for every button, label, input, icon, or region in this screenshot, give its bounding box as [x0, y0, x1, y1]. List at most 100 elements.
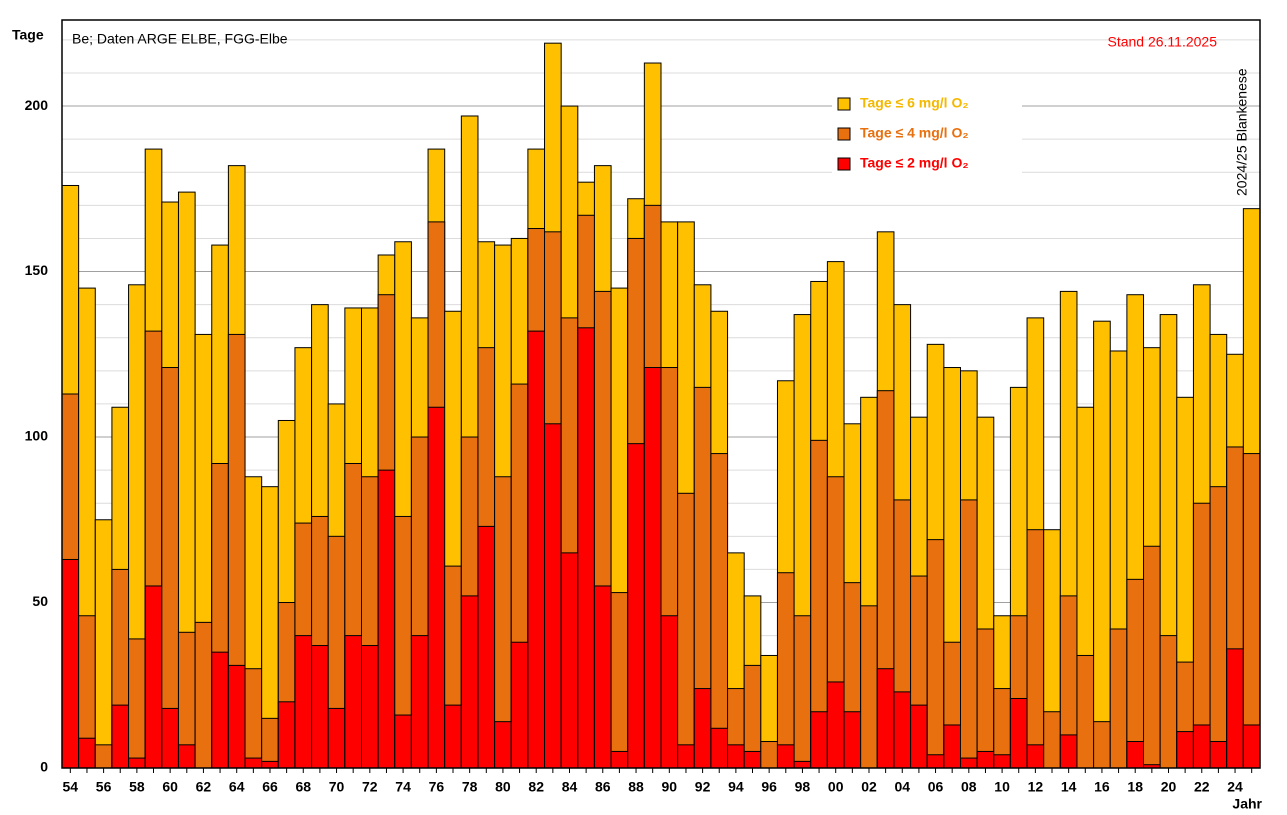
- x-tick-label: 90: [662, 779, 678, 795]
- bar: [1143, 545, 1161, 769]
- x-tick-label: 94: [728, 779, 744, 795]
- bar: [211, 651, 229, 769]
- bar: [94, 744, 113, 769]
- x-tick-label: 20: [1161, 779, 1177, 795]
- x-tick-label: 82: [528, 779, 544, 795]
- bar: [1126, 578, 1145, 769]
- bar: [544, 423, 562, 769]
- bar: [810, 711, 828, 769]
- bar: [444, 704, 462, 769]
- x-tick-label: 00: [828, 779, 844, 795]
- bar: [693, 688, 712, 769]
- bar: [494, 721, 512, 769]
- x-tick-label: 98: [795, 779, 811, 795]
- bar: [793, 615, 812, 769]
- bar: [244, 668, 263, 769]
- bar: [1209, 741, 1228, 769]
- y-tick-label: 150: [25, 262, 49, 278]
- bar: [993, 754, 1011, 769]
- bar: [627, 443, 645, 769]
- date-note: Stand 26.11.2025: [1107, 34, 1217, 50]
- bar: [760, 741, 778, 769]
- legend-swatch: [837, 97, 851, 111]
- bar: [677, 744, 695, 769]
- bar: [710, 727, 729, 769]
- bar: [161, 707, 179, 769]
- bar: [311, 645, 329, 769]
- x-tick-label: 14: [1061, 779, 1077, 795]
- x-axis-label: Jahr: [1232, 796, 1262, 812]
- x-tick-label: 22: [1194, 779, 1210, 795]
- bar: [344, 635, 363, 769]
- legend-swatch: [837, 127, 851, 141]
- bar: [577, 327, 595, 769]
- bar: [327, 707, 346, 769]
- bar: [1026, 529, 1045, 769]
- bar: [1242, 724, 1261, 769]
- bar: [227, 664, 246, 769]
- y-tick-label: 100: [25, 428, 49, 444]
- bar: [976, 628, 995, 769]
- bar: [660, 615, 679, 769]
- bar: [94, 519, 113, 769]
- x-tick-label: 96: [761, 779, 777, 795]
- x-tick-label: 72: [362, 779, 378, 795]
- x-tick-label: 62: [196, 779, 212, 795]
- bar: [643, 367, 662, 769]
- x-tick-label: 04: [894, 779, 910, 795]
- bar: [776, 744, 795, 769]
- bar: [893, 691, 912, 769]
- bar: [926, 539, 945, 769]
- x-tick-label: 12: [1028, 779, 1044, 795]
- x-tick-label: 56: [96, 779, 112, 795]
- bar: [144, 585, 163, 769]
- bar: [1242, 453, 1261, 769]
- x-tick-label: 18: [1127, 779, 1143, 795]
- y-tick-label: 50: [32, 593, 48, 609]
- x-tick-label: 54: [63, 779, 79, 795]
- bar: [78, 737, 96, 769]
- bar: [61, 558, 80, 769]
- bar: [1059, 734, 1078, 769]
- x-tick-label: 78: [462, 779, 478, 795]
- bar: [1176, 731, 1194, 769]
- bar: [1226, 648, 1244, 769]
- y-axis-label: Tage: [12, 27, 44, 43]
- bar: [960, 757, 978, 769]
- bar: [560, 552, 579, 769]
- station-note: 2024/25 Blankenese: [1234, 68, 1250, 196]
- bar: [1043, 711, 1061, 769]
- plot-frame: [61, 19, 1261, 769]
- x-tick-label: 16: [1094, 779, 1110, 795]
- bar: [1093, 320, 1111, 769]
- x-tick-label: 92: [695, 779, 711, 795]
- bar: [976, 750, 995, 769]
- bar: [1109, 628, 1128, 769]
- bar: [743, 750, 762, 769]
- bar: [727, 744, 745, 769]
- bar: [394, 714, 412, 769]
- bar: [111, 704, 130, 769]
- x-tick-label: 70: [329, 779, 345, 795]
- x-tick-label: 76: [429, 779, 445, 795]
- bar: [244, 757, 263, 769]
- x-tick-label: 10: [994, 779, 1010, 795]
- bar: [960, 499, 978, 769]
- bar: [610, 750, 629, 769]
- bar: [926, 754, 945, 769]
- x-tick-label: 24: [1227, 779, 1243, 795]
- x-tick-label: 84: [562, 779, 578, 795]
- bar: [1209, 486, 1228, 769]
- bar: [128, 757, 146, 769]
- bar: [1126, 741, 1145, 769]
- x-tick-label: 64: [229, 779, 245, 795]
- bar: [910, 704, 928, 769]
- bar: [261, 717, 279, 769]
- bar: [527, 330, 546, 769]
- bar: [1192, 724, 1211, 769]
- bar: [427, 406, 446, 769]
- legend-background: [832, 90, 1022, 178]
- bar: [377, 469, 396, 769]
- bar: [776, 572, 795, 769]
- bar: [1159, 635, 1178, 769]
